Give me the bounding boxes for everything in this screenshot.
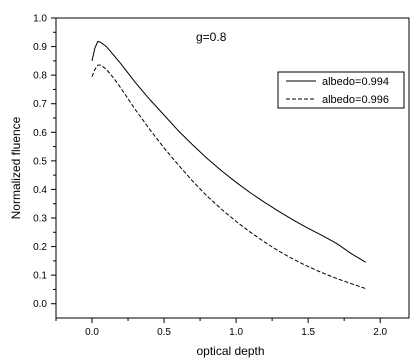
y-tick-label: 0.3	[33, 214, 47, 225]
axis-ticks: 0.0 0.5 1.0 1.5 2.0 0.0 0.1 0.2 0.3 0.4 0.5 0.6 0.7 0…	[33, 14, 387, 339]
y-tick-label: 0.2	[33, 242, 47, 253]
series-line-albedo-0994	[91, 40, 367, 263]
y-tick-label: 1.0	[33, 14, 47, 25]
legend-box	[277, 71, 405, 109]
y-tick-label: 0.1	[33, 271, 47, 282]
plot-area	[55, 17, 410, 319]
legend: albedo=0.994 albedo=0.996	[277, 71, 405, 109]
x-tick-label: 0.5	[157, 327, 171, 338]
y-tick-label: 0.8	[33, 71, 47, 82]
series-layer	[91, 40, 367, 290]
y-tick-label: 0.0	[33, 299, 47, 310]
x-tick-label: 1.0	[229, 327, 243, 338]
x-tick-label: 2.0	[373, 327, 387, 338]
x-axis-title: optical depth	[196, 344, 264, 358]
y-axis-title: Normalized fluence	[9, 116, 23, 219]
y-tick-label: 0.9	[33, 42, 47, 53]
legend-label-albedo-0994: albedo=0.994	[322, 76, 389, 88]
legend-label-albedo-0996: albedo=0.996	[322, 94, 389, 106]
y-tick-label: 0.5	[33, 156, 47, 167]
y-tick-label: 0.7	[33, 99, 47, 110]
x-tick-label: 0.0	[85, 327, 99, 338]
series-line-albedo-0996	[91, 64, 366, 290]
y-tick-label: 0.4	[33, 185, 47, 196]
y-tick-label: 0.6	[33, 128, 47, 139]
x-tick-label: 1.5	[301, 327, 315, 338]
g-annotation: g=0.8	[196, 30, 227, 44]
